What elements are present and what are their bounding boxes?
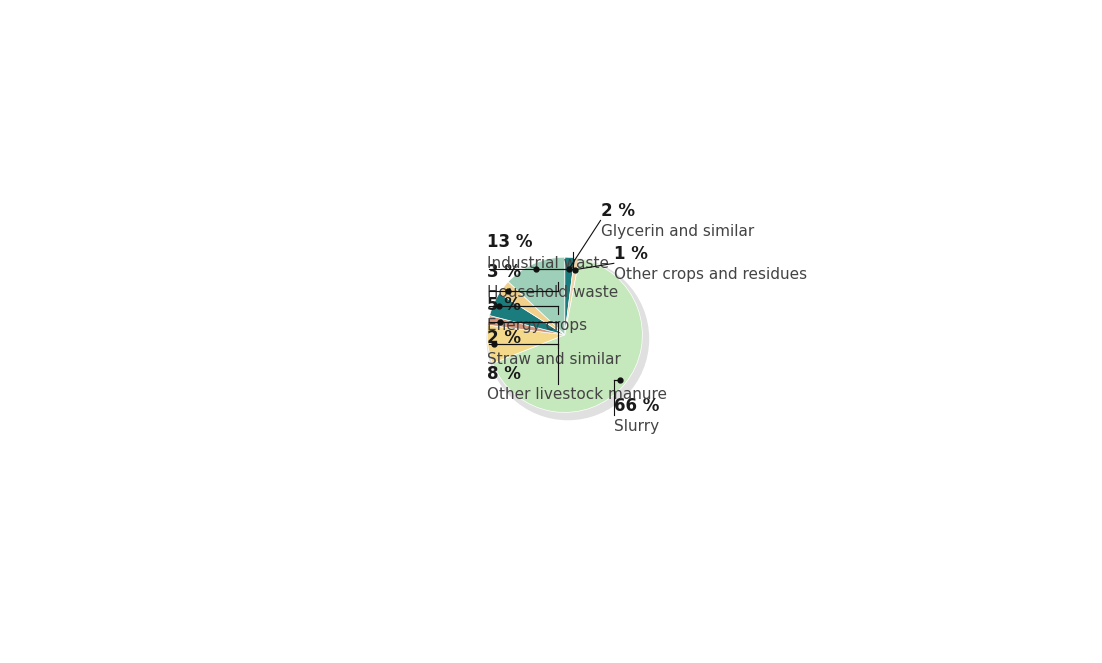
Text: Industrial waste: Industrial waste [487, 255, 609, 271]
Text: Household waste: Household waste [487, 285, 618, 300]
Wedge shape [488, 316, 564, 335]
Text: 13 %: 13 % [487, 233, 532, 251]
Wedge shape [564, 258, 580, 335]
Text: Other livestock manure: Other livestock manure [487, 387, 667, 402]
Text: Glycerin and similar: Glycerin and similar [601, 224, 754, 239]
Circle shape [487, 258, 648, 420]
Text: Energy crops: Energy crops [487, 318, 587, 333]
Wedge shape [499, 282, 564, 335]
Wedge shape [564, 257, 574, 335]
Text: 5 %: 5 % [487, 296, 521, 314]
Text: 2 %: 2 % [487, 330, 521, 347]
Text: Straw and similar: Straw and similar [487, 351, 622, 367]
Wedge shape [508, 257, 565, 335]
Wedge shape [487, 325, 564, 363]
Wedge shape [489, 293, 564, 335]
Text: 3 %: 3 % [487, 263, 521, 281]
Text: 1 %: 1 % [614, 245, 648, 263]
Text: Slurry: Slurry [614, 419, 659, 434]
Wedge shape [493, 259, 642, 412]
Text: Other crops and residues: Other crops and residues [614, 267, 807, 282]
Text: 2 %: 2 % [601, 202, 635, 220]
Text: 66 %: 66 % [614, 397, 659, 415]
Text: 8 %: 8 % [487, 365, 521, 383]
